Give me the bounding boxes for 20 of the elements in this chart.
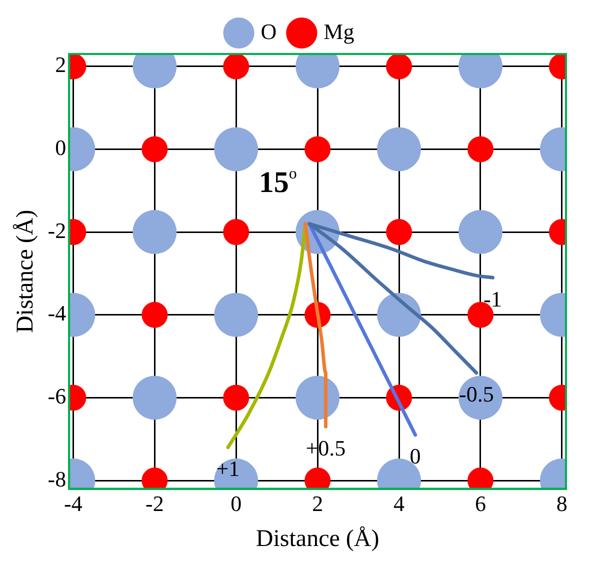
y-tick-label: -4 (48, 300, 66, 326)
series-label: 0 (410, 444, 421, 469)
x-tick-label: -2 (145, 490, 164, 516)
x-tick-label: 2 (312, 490, 324, 516)
legend-label: O (260, 18, 277, 44)
y-tick-label: 0 (55, 135, 66, 160)
x-tick-label: 6 (474, 490, 486, 516)
x-tick-label: 0 (230, 490, 242, 516)
y-tick-label: -8 (48, 466, 66, 492)
series-label: -1 (484, 286, 502, 312)
x-tick-label: 4 (394, 490, 405, 516)
x-tick-label: 8 (556, 490, 568, 516)
y-tick-label: -2 (48, 218, 66, 243)
legend-label: Mg (324, 18, 354, 44)
x-axis-title: Distance (Å) (256, 526, 380, 552)
y-tick-label: -6 (48, 383, 66, 408)
y-tick-label: 2 (55, 52, 66, 78)
y-axis-title: Distance (Å) (12, 210, 39, 334)
series-label: -0.5 (458, 382, 494, 407)
series-label: +1 (216, 456, 240, 482)
